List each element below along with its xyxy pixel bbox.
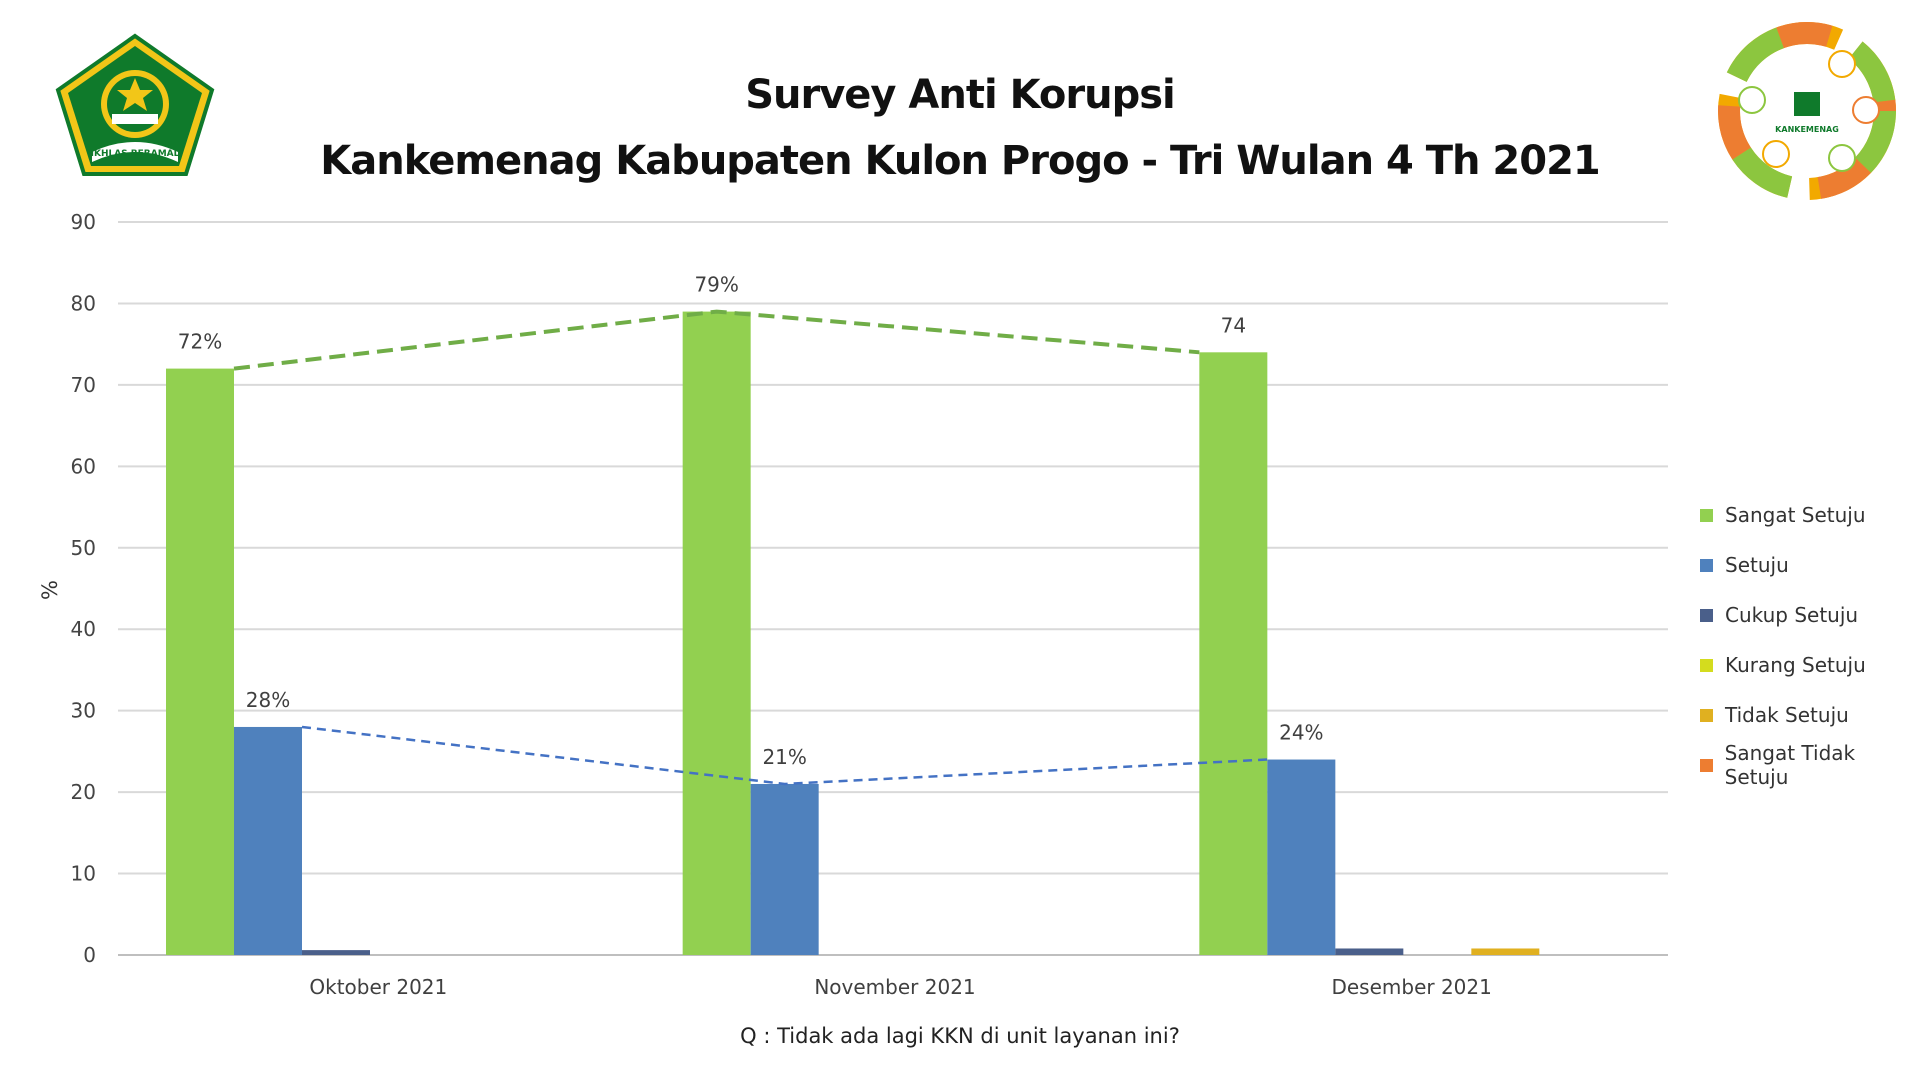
bar-setuju xyxy=(1267,759,1336,955)
x-tick-label: November 2021 xyxy=(814,975,975,999)
svg-text:KANKEMENAG: KANKEMENAG xyxy=(1775,125,1839,134)
y-tick-label: 80 xyxy=(71,291,96,315)
legend-label: Cukup Setuju xyxy=(1725,603,1859,627)
legend-item: Cukup Setuju xyxy=(1700,590,1920,640)
legend-swatch xyxy=(1700,608,1713,622)
svg-text:IKHLAS BERAMAL: IKHLAS BERAMAL xyxy=(91,149,180,159)
y-axis-label: % xyxy=(38,580,62,600)
data-label: 79% xyxy=(694,273,738,297)
y-tick-label: 50 xyxy=(71,536,96,560)
y-tick-label: 0 xyxy=(83,943,96,967)
y-tick-label: 40 xyxy=(71,617,96,641)
data-label: 28% xyxy=(246,688,290,712)
legend-swatch xyxy=(1700,558,1713,572)
chart-title: Survey Anti Korupsi Kankemenag Kabupaten… xyxy=(0,62,1920,194)
y-tick-label: 10 xyxy=(71,862,96,886)
ceria-mempesona-logo: KANKEMENAG xyxy=(1716,20,1898,202)
legend-swatch xyxy=(1700,508,1713,522)
x-tick-label: Oktober 2021 xyxy=(309,975,447,999)
y-tick-label: 20 xyxy=(71,780,96,804)
legend-item: Setuju xyxy=(1700,540,1920,590)
data-label: 21% xyxy=(762,745,806,769)
legend-label: Sangat Setuju xyxy=(1725,503,1866,527)
x-tick-label: Desember 2021 xyxy=(1331,975,1491,999)
bar-sangat-setuju xyxy=(1199,352,1268,955)
data-label: 72% xyxy=(178,330,222,354)
bar-setuju xyxy=(750,783,819,955)
legend-swatch xyxy=(1700,708,1713,722)
bar-sangat-setuju xyxy=(682,311,751,956)
legend-item: Sangat Tidak Setuju xyxy=(1700,740,1920,790)
legend-item: Kurang Setuju xyxy=(1700,640,1920,690)
y-tick-label: 70 xyxy=(71,373,96,397)
legend-item: Sangat Setuju xyxy=(1700,490,1920,540)
kemenag-logo: IKHLAS BERAMAL xyxy=(52,32,218,178)
data-label: 24% xyxy=(1279,721,1323,745)
y-tick-label: 30 xyxy=(71,699,96,723)
legend-label: Sangat Tidak Setuju xyxy=(1724,741,1856,789)
chart-title-line-2: Kankemenag Kabupaten Kulon Progo - Tri W… xyxy=(320,138,1601,184)
bar-sangat-setuju xyxy=(166,368,234,956)
legend-label: Kurang Setuju xyxy=(1725,653,1866,677)
chart-title-line-1: Survey Anti Korupsi xyxy=(745,72,1176,118)
legend-swatch xyxy=(1700,758,1713,772)
survey-question: Q : Tidak ada lagi KKN di unit layanan i… xyxy=(740,1024,1180,1048)
bar-cukup-setuju xyxy=(302,950,370,955)
y-tick-label: 60 xyxy=(71,454,96,478)
bar-tidak-setuju xyxy=(1471,948,1540,955)
chart-legend: Sangat Setuju Setuju Cukup Setuju Kurang Se… xyxy=(1700,490,1920,790)
y-tick-label: 90 xyxy=(71,210,96,234)
data-label: 74 xyxy=(1221,313,1246,337)
legend-item: Tidak Setuju xyxy=(1700,690,1920,740)
bar-cukup-setuju xyxy=(1335,948,1404,955)
trendline-setuju xyxy=(301,725,1268,786)
trendline-sangat-setuju xyxy=(233,309,1200,371)
legend-swatch xyxy=(1700,658,1713,672)
legend-label: Setuju xyxy=(1725,553,1789,577)
legend-label: Tidak Setuju xyxy=(1725,703,1849,727)
bar-setuju xyxy=(234,726,302,955)
